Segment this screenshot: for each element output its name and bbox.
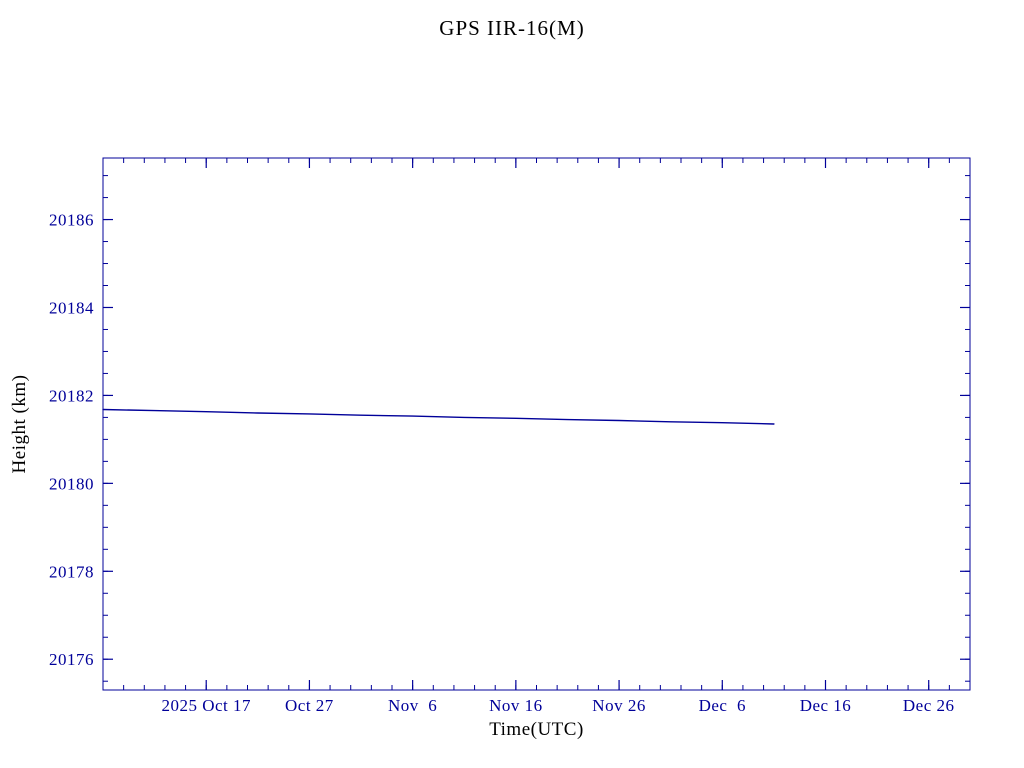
x-tick-label: Dec 16 [800, 696, 852, 715]
y-tick-label: 20182 [49, 386, 94, 405]
plot-border [102, 157, 971, 691]
x-tick-label: 2025 Oct 17 [161, 696, 251, 715]
x-tick-label: Nov 16 [489, 696, 543, 715]
x-axis-label: Time(UTC) [489, 719, 584, 740]
y-tick-label: 20178 [49, 562, 94, 581]
x-tick-label: Nov 26 [592, 696, 646, 715]
y-tick-label: 20180 [49, 474, 94, 493]
y-tick-label: 20184 [49, 298, 94, 317]
chart-title: GPS IIR-16(M) [439, 16, 585, 40]
x-tick-label: Nov 6 [388, 696, 437, 715]
y-tick-label: 20186 [49, 211, 94, 230]
x-tick-label: Dec 26 [903, 696, 955, 715]
height-series-line [102, 408, 775, 425]
x-tick-label: Oct 27 [285, 696, 334, 715]
x-tick-label: Dec 6 [699, 696, 746, 715]
y-tick-label: 20176 [49, 650, 94, 669]
